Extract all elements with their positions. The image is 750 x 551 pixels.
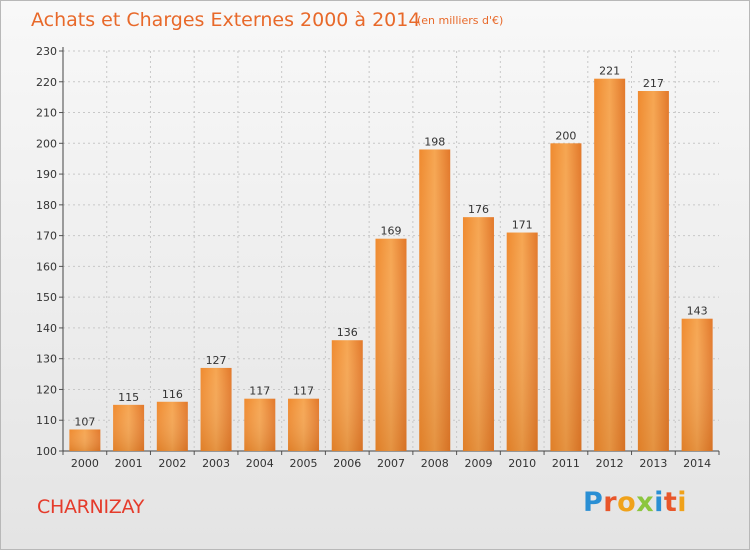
bar-shade — [681, 318, 713, 451]
bar-value-label: 143 — [687, 305, 708, 318]
x-tick-label: 2003 — [202, 457, 230, 470]
y-tick-label: 140 — [36, 322, 57, 335]
x-tick-label: 2008 — [421, 457, 449, 470]
bar-shade — [156, 401, 188, 451]
x-tick-label: 2012 — [596, 457, 624, 470]
bar-value-label: 136 — [337, 326, 358, 339]
bar-value-label: 217 — [643, 77, 664, 90]
y-tick-label: 210 — [36, 107, 57, 120]
bar-value-label: 176 — [468, 203, 489, 216]
y-tick-label: 160 — [36, 260, 57, 273]
y-tick-label: 120 — [36, 383, 57, 396]
y-tick-label: 180 — [36, 199, 57, 212]
logo-letter: x — [636, 487, 655, 518]
x-tick-label: 2006 — [333, 457, 361, 470]
y-tick-label: 130 — [36, 353, 57, 366]
bar-value-label: 117 — [249, 385, 270, 398]
bar-shade — [550, 143, 582, 452]
y-tick-label: 220 — [36, 76, 57, 89]
bars — [69, 78, 713, 452]
bar-value-label: 115 — [118, 391, 139, 404]
bar-shade — [506, 232, 538, 451]
y-tick-label: 230 — [36, 45, 57, 58]
bar-shade — [637, 91, 669, 451]
bar-value-label: 127 — [206, 354, 227, 367]
chart-unit: (en milliers d'€) — [417, 14, 504, 27]
bar-shade — [69, 429, 101, 451]
bar-value-label: 221 — [599, 65, 620, 78]
logo-letter: o — [617, 487, 637, 518]
x-tick-label: 2004 — [246, 457, 274, 470]
bar-shade — [462, 217, 494, 451]
bar-shade — [331, 340, 363, 451]
x-tick-label: 2014 — [683, 457, 711, 470]
bar-shade — [244, 398, 276, 451]
bar-value-label: 169 — [381, 225, 402, 238]
bar-value-label: 107 — [74, 415, 95, 428]
proxiti-logo: Proxiti — [583, 487, 687, 518]
bar-value-label: 198 — [424, 135, 445, 148]
x-tick-label: 2010 — [508, 457, 536, 470]
x-tick-label: 2000 — [71, 457, 99, 470]
y-tick-label: 190 — [36, 168, 57, 181]
logo-letter: t — [663, 487, 678, 518]
x-tick-label: 2005 — [290, 457, 318, 470]
y-tick-label: 110 — [36, 414, 57, 427]
bar-value-label: 117 — [293, 385, 314, 398]
x-tick-label: 2011 — [552, 457, 580, 470]
chart-title: Achats et Charges Externes 2000 à 2014 — [31, 9, 421, 31]
bar-shade — [594, 78, 626, 451]
x-tick-label: 2009 — [464, 457, 492, 470]
x-tick-label: 2013 — [639, 457, 667, 470]
logo-letter: P — [583, 487, 604, 518]
y-tick-label: 200 — [36, 137, 57, 150]
x-tick-label: 2001 — [115, 457, 143, 470]
logo-letter: i — [677, 487, 688, 518]
logo-letter: r — [603, 487, 618, 518]
bar-shade — [200, 367, 232, 451]
bar-shade — [288, 398, 320, 451]
logo-letter: i — [654, 487, 664, 518]
bar-value-label: 116 — [162, 388, 183, 401]
x-tick-label: 2007 — [377, 457, 405, 470]
bar-value-label: 200 — [555, 129, 576, 142]
x-tick-label: 2002 — [158, 457, 186, 470]
commune-name: CHARNIZAY — [37, 496, 145, 518]
y-tick-label: 150 — [36, 291, 57, 304]
data-labels: 107 2000 115 2001 116 2002 127 2003 117 2004 117 20… — [71, 65, 711, 470]
bar-value-label: 171 — [512, 219, 533, 232]
y-tick-label: 170 — [36, 230, 57, 243]
y-tick-label: 100 — [36, 445, 57, 458]
bar-shade — [375, 238, 407, 451]
bar-shade — [113, 404, 145, 451]
bar-shade — [419, 149, 451, 451]
